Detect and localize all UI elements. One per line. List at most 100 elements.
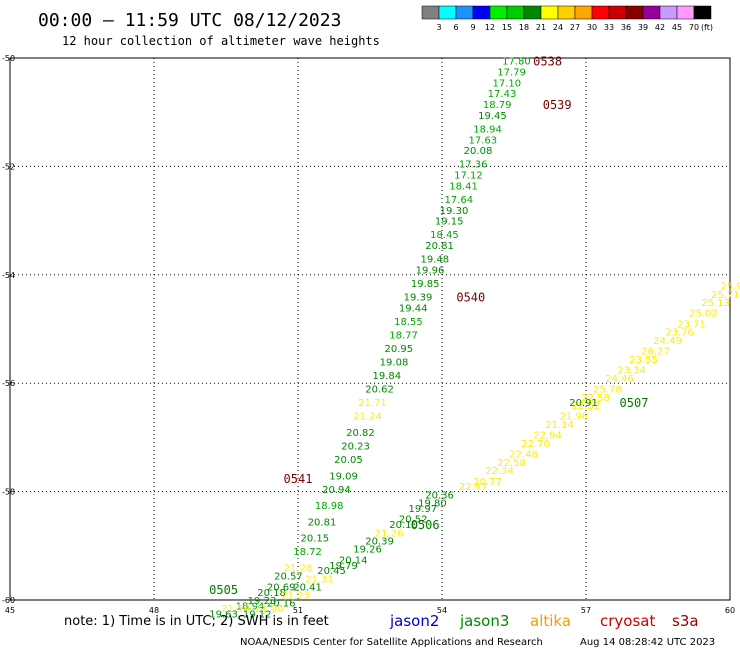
swh-value-label: 21.26: [375, 528, 404, 539]
swh-value-label: 20.10: [389, 520, 418, 531]
swh-value-label: 18.45: [430, 230, 459, 241]
color-swatch: [523, 5, 542, 20]
swh-value-label: 26.27: [641, 347, 670, 358]
swh-value-label: 22.58: [497, 458, 526, 469]
swh-value-label: 19.08: [380, 358, 409, 369]
color-scale-label: 33: [604, 23, 614, 32]
x-tick-label: 45: [5, 606, 15, 615]
y-tick-label: -50: [2, 54, 15, 63]
swh-value-label: 20.81: [425, 241, 454, 252]
swh-value-label: 20.62: [365, 385, 394, 396]
pass-number-label: 0541: [284, 472, 313, 486]
swh-value-label: 22.52: [572, 401, 601, 412]
swh-value-label: 19.09: [329, 471, 358, 482]
pass-number-label: 0507: [620, 396, 649, 410]
swh-value-label: 20.69: [267, 582, 296, 593]
mission-altika-label: altika: [530, 612, 571, 630]
swh-value-label: 23.71: [677, 320, 706, 331]
plot-border: [9, 57, 731, 601]
swh-value-label: 20.94: [322, 485, 351, 496]
swh-value-label: 20.77: [473, 477, 502, 488]
swh-value-label: 20.57: [274, 572, 303, 583]
color-scale-label: 21: [536, 23, 546, 32]
swh-value-label: 19.80: [418, 498, 447, 509]
swh-value-label: 22.58: [581, 393, 610, 404]
x-tick-label: 60: [725, 606, 735, 615]
swh-value-label: 18.79: [483, 100, 512, 111]
swh-value-label: 20.45: [317, 566, 346, 577]
color-scale-label: 70: [689, 23, 699, 32]
swh-value-label: 18.77: [389, 330, 418, 341]
x-tick-label: 54: [437, 606, 447, 615]
swh-value-label: 25.78: [593, 385, 622, 396]
y-tick-label: -54: [2, 271, 15, 280]
swh-value-label: 22.94: [533, 431, 562, 442]
x-tick-label: 48: [149, 606, 159, 615]
swh-value-label: 25.97: [720, 282, 740, 293]
swh-value-label: 19.26: [353, 545, 382, 556]
swh-value-label: 21.71: [358, 398, 387, 409]
pass-number-label: 0540: [456, 290, 485, 304]
swh-value-label: 17.43: [488, 89, 517, 100]
swh-value-label: 19.48: [420, 255, 449, 266]
swh-value-label: 19.84: [372, 371, 401, 382]
color-swatch: [557, 5, 576, 20]
pass-number-label: 0505: [209, 583, 238, 597]
color-scale-label: 18: [519, 23, 529, 32]
swh-value-label: 18.41: [449, 181, 478, 192]
color-scale-label: 39: [638, 23, 648, 32]
swh-value-label: 19.79: [329, 561, 358, 572]
swh-value-label: 20.36: [425, 490, 454, 501]
swh-value-label: 17.12: [454, 171, 483, 182]
color-scale-label: 42: [655, 23, 665, 32]
swh-value-label: 18.55: [394, 317, 423, 328]
pass-number-label: 0539: [543, 98, 572, 112]
swh-value-label: 19.15: [435, 217, 464, 228]
color-swatch: [574, 5, 593, 20]
mission-s3a-label: s3a: [672, 612, 699, 630]
mission-jason3-label: jason3: [459, 612, 509, 630]
swh-value-label: 17.80: [502, 57, 531, 68]
swh-value-label: 22.48: [509, 450, 538, 461]
swh-value-label: 21.98: [560, 412, 589, 423]
swh-value-label: 21.24: [353, 412, 382, 423]
chart-subtitle: 12 hour collection of altimeter wave hei…: [62, 34, 380, 48]
chart-title: 00:00 – 11:59 UTC 08/12/2023: [38, 10, 341, 31]
color-scale-label: 24: [553, 23, 563, 32]
swh-value-label: 17.10: [492, 78, 521, 89]
footer-note: note: 1) Time is in UTC; 2) SWH is in fe…: [64, 614, 329, 629]
pass-number-label: 0538: [533, 55, 562, 69]
grid-lines: [10, 58, 730, 600]
color-scale-label: 45: [672, 23, 682, 32]
swh-value-label: 19.97: [408, 504, 437, 515]
color-scale-label: 3: [436, 23, 441, 32]
swh-value-label: 17.64: [444, 195, 473, 206]
swh-value-label: 20.39: [365, 536, 394, 547]
color-swatch: [438, 5, 457, 20]
color-swatch: [540, 5, 559, 20]
mission-legend: jason2 jason3 altika cryosat s3a: [389, 612, 699, 630]
color-swatch: [506, 5, 525, 20]
pass-number-label: 0506: [411, 518, 440, 532]
swh-value-label: 20.41: [293, 582, 322, 593]
swh-value-label: 24.49: [653, 336, 682, 347]
swh-value-label: 21.31: [305, 574, 334, 585]
footer-timestamp: Aug 14 08:28:42 UTC 2023: [580, 637, 715, 648]
swh-value-label: 24.46: [605, 374, 634, 385]
color-swatch: [472, 5, 491, 20]
plot-area: [9, 57, 731, 601]
swh-value-label: 19.12: [243, 610, 272, 621]
x-tick-label: 57: [581, 606, 591, 615]
color-scale-unit: (ft): [701, 23, 713, 32]
swh-value-label: 17.36: [459, 160, 488, 171]
swh-value-label: 21.00: [255, 604, 284, 615]
color-scale-label: 36: [621, 23, 631, 32]
swh-value-label: 20.82: [346, 428, 375, 439]
swh-value-label: 20.14: [339, 555, 368, 566]
swh-value-label: 19.44: [399, 303, 428, 314]
swh-value-label: 20.91: [569, 398, 598, 409]
axis-tick-labels: 45 48 51 54 57 60 -50 -52 -54 -56 -58 -60: [2, 54, 735, 615]
color-scale-label: 6: [453, 23, 458, 32]
swh-value-label: 23.76: [665, 328, 694, 339]
